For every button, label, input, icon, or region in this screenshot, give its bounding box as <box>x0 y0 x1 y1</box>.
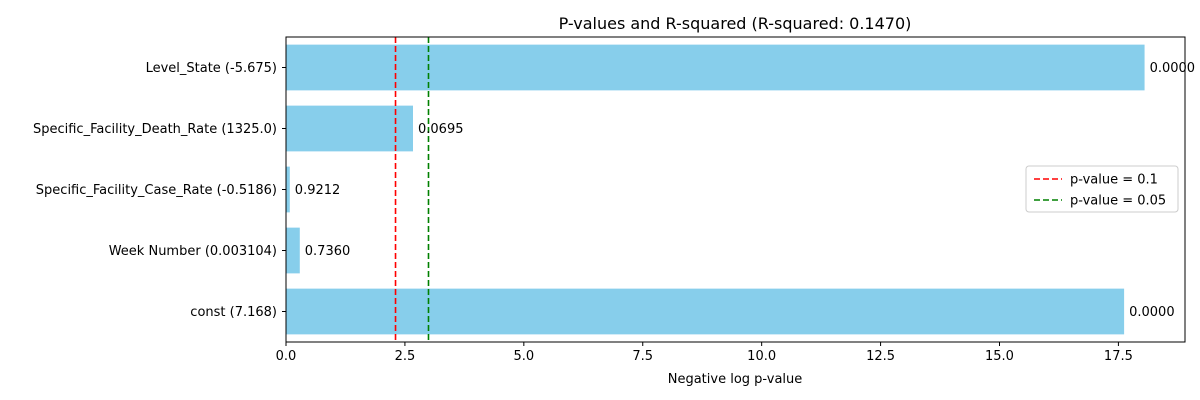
x-tick-label: 0.0 <box>276 349 297 364</box>
y-tick-label: Week Number (0.003104) <box>109 244 277 259</box>
y-tick-label: Specific_Facility_Death_Rate (1325.0) <box>33 122 277 137</box>
x-tick-label: 10.0 <box>747 349 776 364</box>
x-tick-label: 7.5 <box>632 349 653 364</box>
x-tick-label: 12.5 <box>866 349 895 364</box>
reference-lines-group <box>394 37 430 342</box>
y-tick-label: Specific_Facility_Case_Rate (-0.5186) <box>36 183 277 198</box>
bar <box>286 44 1145 91</box>
legend-label: p-value = 0.1 <box>1070 173 1158 188</box>
x-axis-label: Negative log p-value <box>668 372 803 387</box>
x-tick-label: 5.0 <box>513 349 534 364</box>
x-tick-label: 15.0 <box>985 349 1014 364</box>
value-label: 0.0695 <box>418 122 464 137</box>
legend-box <box>1025 165 1179 213</box>
chart-title: P-values and R-squared (R-squared: 0.147… <box>559 14 912 33</box>
bar <box>286 166 290 213</box>
y-tick-label: const (7.168) <box>190 305 277 320</box>
legend: p-value = 0.1 p-value = 0.05 <box>1025 165 1179 213</box>
x-tick-label: 2.5 <box>395 349 416 364</box>
axes-group: 0.0 2.5 5.0 7.5 10.0 12.5 15.0 17.5 Level_State … <box>33 36 1186 364</box>
bar <box>286 105 414 152</box>
x-tick-label: 17.5 <box>1104 349 1133 364</box>
value-label: 0.0000 <box>1150 61 1196 76</box>
bars-group <box>286 44 1145 335</box>
value-label: 0.9212 <box>295 183 341 198</box>
bar <box>286 288 1125 335</box>
bar <box>286 227 300 274</box>
value-labels-group: 0.0000 0.0695 0.9212 0.7360 0.0000 <box>295 61 1195 320</box>
y-tick-label: Level_State (-5.675) <box>146 61 277 76</box>
value-label: 0.7360 <box>305 244 351 259</box>
legend-label: p-value = 0.05 <box>1070 194 1166 209</box>
value-label: 0.0000 <box>1129 305 1175 320</box>
